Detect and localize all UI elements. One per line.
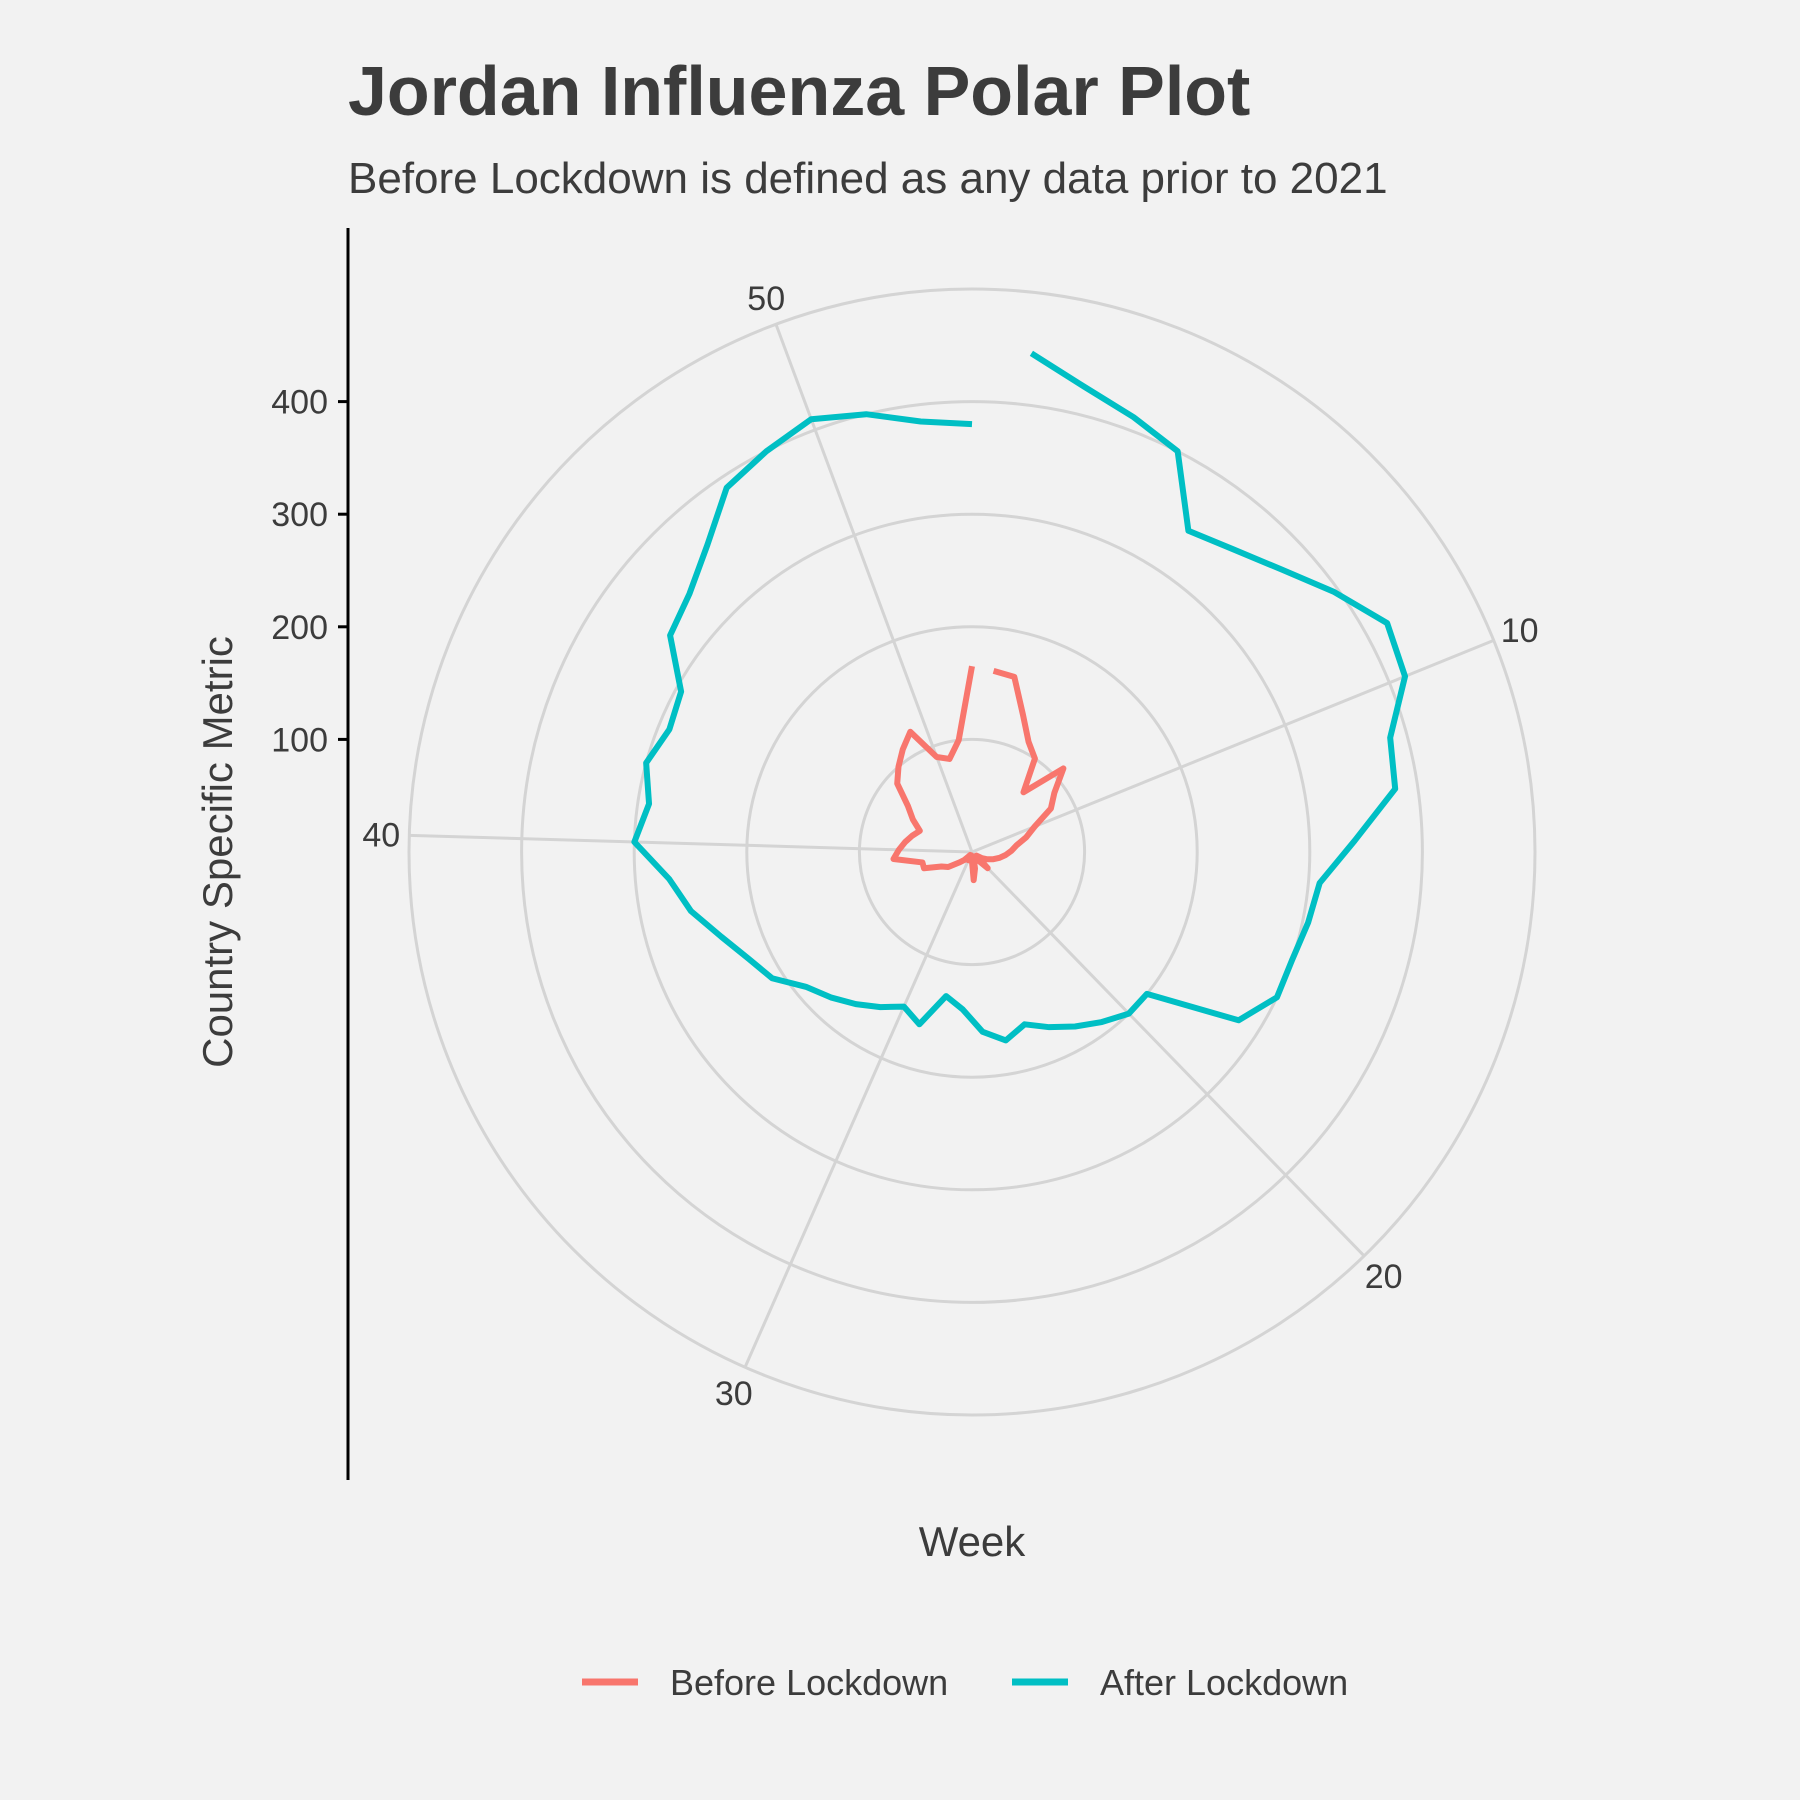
theta-tick-label: 20 xyxy=(1365,1258,1403,1296)
spoke-week-10 xyxy=(971,639,1495,854)
legend-label: After Lockdown xyxy=(1100,1662,1348,1703)
grid-circle-400 xyxy=(520,400,1424,1304)
theta-tick-label: 10 xyxy=(1501,612,1539,650)
theta-tick-label: 50 xyxy=(747,280,785,318)
chart-subtitle: Before Lockdown is defined as any data p… xyxy=(348,154,1388,203)
spoke-week-30 xyxy=(743,851,974,1368)
y-tick-label: 300 xyxy=(271,496,328,534)
grid-circle-300 xyxy=(632,512,1312,1192)
y-tick-label: 400 xyxy=(271,384,328,422)
grid-circle-500 xyxy=(407,287,1537,1417)
grid-circle-100 xyxy=(857,737,1087,967)
data-series xyxy=(631,350,1409,1044)
polar-grid xyxy=(407,287,1537,1417)
y-tick-label: 100 xyxy=(271,721,328,759)
x-axis-title: Week xyxy=(919,1518,1027,1565)
y-axis-ticks: 100 200 300 400 xyxy=(271,384,348,759)
series-line-after-lockdown xyxy=(631,350,1409,1044)
legend: Before Lockdown After Lockdown xyxy=(582,1662,1348,1703)
theta-tick-label: 30 xyxy=(715,1375,753,1413)
y-tick-label: 200 xyxy=(271,609,328,647)
y-axis-title: Country Specific Metric xyxy=(194,636,241,1068)
legend-label: Before Lockdown xyxy=(670,1662,948,1703)
spoke-week-20 xyxy=(970,850,1366,1258)
spoke-week-50 xyxy=(774,323,974,853)
theta-tick-label: 40 xyxy=(362,816,400,854)
chart-title: Jordan Influenza Polar Plot xyxy=(348,52,1250,130)
spoke-week-40 xyxy=(409,833,973,854)
series-line-before-lockdown xyxy=(890,665,1067,884)
theta-tick-labels: 10 20 30 40 50 xyxy=(362,280,1538,1413)
grid-circle-200 xyxy=(745,625,1199,1079)
